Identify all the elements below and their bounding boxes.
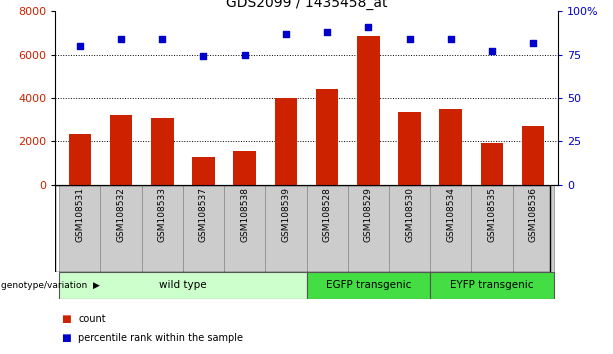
Point: [116, 36, 126, 42]
Bar: [357, 36, 379, 185]
Point: [199, 53, 208, 59]
Bar: [481, 143, 503, 185]
Bar: [110, 115, 132, 185]
Text: GSM108533: GSM108533: [158, 187, 167, 242]
Bar: [59, 272, 306, 299]
Point: [281, 31, 291, 37]
Bar: [348, 185, 389, 272]
Point: [364, 24, 373, 30]
Bar: [59, 185, 101, 272]
Bar: [389, 185, 430, 272]
Bar: [512, 185, 554, 272]
Text: ■: ■: [61, 314, 71, 324]
Point: [528, 40, 538, 45]
Text: ■: ■: [61, 333, 71, 343]
Text: genotype/variation  ▶: genotype/variation ▶: [1, 281, 99, 290]
Bar: [234, 151, 256, 185]
Text: GSM108539: GSM108539: [281, 187, 291, 242]
Title: GDS2099 / 1435458_at: GDS2099 / 1435458_at: [226, 0, 387, 10]
Text: percentile rank within the sample: percentile rank within the sample: [78, 333, 243, 343]
Text: GSM108528: GSM108528: [322, 187, 332, 242]
Bar: [398, 112, 421, 185]
Text: count: count: [78, 314, 106, 324]
Bar: [316, 89, 338, 185]
Text: GSM108531: GSM108531: [75, 187, 85, 242]
Point: [487, 48, 497, 54]
Bar: [471, 185, 512, 272]
Bar: [306, 185, 348, 272]
Bar: [224, 185, 265, 272]
Bar: [69, 134, 91, 185]
Point: [446, 36, 455, 42]
Bar: [430, 185, 471, 272]
Text: EYFP transgenic: EYFP transgenic: [450, 280, 534, 290]
Bar: [142, 185, 183, 272]
Bar: [306, 272, 430, 299]
Bar: [192, 156, 215, 185]
Text: GSM108536: GSM108536: [528, 187, 538, 242]
Bar: [275, 98, 297, 185]
Text: wild type: wild type: [159, 280, 207, 290]
Text: GSM108535: GSM108535: [487, 187, 497, 242]
Text: GSM108538: GSM108538: [240, 187, 249, 242]
Bar: [101, 185, 142, 272]
Point: [75, 43, 85, 49]
Text: GSM108532: GSM108532: [116, 187, 126, 242]
Text: GSM108537: GSM108537: [199, 187, 208, 242]
Point: [405, 36, 414, 42]
Bar: [522, 126, 544, 185]
Point: [322, 29, 332, 35]
Text: GSM108529: GSM108529: [364, 187, 373, 242]
Text: EGFP transgenic: EGFP transgenic: [326, 280, 411, 290]
Bar: [151, 118, 173, 185]
Bar: [430, 272, 554, 299]
Bar: [183, 185, 224, 272]
Point: [240, 52, 249, 58]
Point: [158, 36, 167, 42]
Text: GSM108534: GSM108534: [446, 187, 455, 242]
Text: GSM108530: GSM108530: [405, 187, 414, 242]
Bar: [265, 185, 306, 272]
Bar: [440, 109, 462, 185]
